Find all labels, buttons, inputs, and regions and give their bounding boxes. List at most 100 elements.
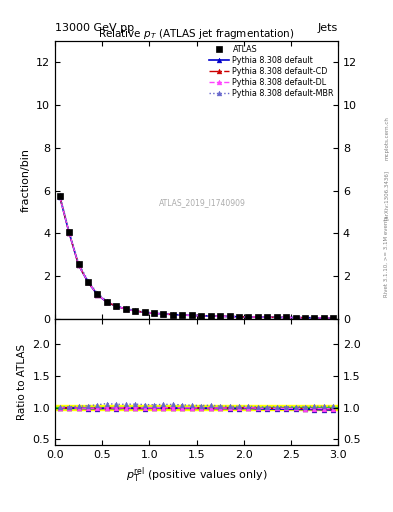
- ATLAS: [171, 311, 175, 317]
- Pythia 8.308 default-MBR: [284, 314, 288, 321]
- Pythia 8.308 default: [76, 262, 81, 268]
- Pythia 8.308 default-DL: [265, 314, 270, 320]
- ATLAS: [76, 262, 81, 268]
- Bar: [55, 405, 338, 410]
- Pythia 8.308 default-DL: [255, 314, 260, 320]
- ATLAS: [265, 314, 270, 320]
- Text: ATLAS_2019_I1740909: ATLAS_2019_I1740909: [159, 198, 246, 207]
- ATLAS: [57, 193, 62, 199]
- Pythia 8.308 default-MBR: [57, 192, 62, 198]
- Pythia 8.308 default-DL: [180, 312, 185, 318]
- Pythia 8.308 default: [123, 306, 128, 312]
- Pythia 8.308 default-CD: [246, 314, 251, 320]
- Pythia 8.308 default-CD: [265, 314, 270, 320]
- Pythia 8.308 default-MBR: [274, 314, 279, 321]
- Line: Pythia 8.308 default: Pythia 8.308 default: [57, 194, 336, 321]
- Pythia 8.308 default-DL: [123, 306, 128, 312]
- Pythia 8.308 default-DL: [86, 279, 90, 285]
- Pythia 8.308 default-DL: [208, 313, 213, 319]
- Text: Jets: Jets: [318, 23, 338, 33]
- Pythia 8.308 default-MBR: [321, 315, 326, 321]
- Text: [arXiv:1306.3436]: [arXiv:1306.3436]: [384, 169, 389, 220]
- ATLAS: [142, 309, 147, 315]
- ATLAS: [86, 279, 90, 285]
- ATLAS: [105, 299, 109, 305]
- Pythia 8.308 default-DL: [142, 309, 147, 315]
- Title: Relative $p_T$ (ATLAS jet fragmentation): Relative $p_T$ (ATLAS jet fragmentation): [98, 27, 295, 41]
- Pythia 8.308 default-CD: [255, 314, 260, 320]
- Pythia 8.308 default-MBR: [86, 278, 90, 284]
- Pythia 8.308 default-CD: [86, 279, 90, 285]
- Pythia 8.308 default: [133, 308, 138, 314]
- ATLAS: [208, 313, 213, 319]
- Pythia 8.308 default-DL: [284, 314, 288, 321]
- Pythia 8.308 default-MBR: [123, 305, 128, 311]
- Pythia 8.308 default-CD: [152, 310, 156, 316]
- Pythia 8.308 default-MBR: [142, 309, 147, 315]
- Pythia 8.308 default-CD: [171, 311, 175, 317]
- Pythia 8.308 default-DL: [67, 230, 72, 236]
- ATLAS: [133, 308, 138, 314]
- Line: ATLAS: ATLAS: [57, 193, 336, 321]
- Pythia 8.308 default-CD: [142, 309, 147, 315]
- Pythia 8.308 default-CD: [237, 314, 241, 320]
- Pythia 8.308 default-DL: [57, 194, 62, 200]
- Pythia 8.308 default-MBR: [171, 311, 175, 317]
- Pythia 8.308 default-CD: [199, 312, 204, 318]
- Pythia 8.308 default: [86, 279, 90, 285]
- Pythia 8.308 default: [293, 314, 298, 321]
- Pythia 8.308 default-DL: [95, 291, 100, 297]
- Pythia 8.308 default-MBR: [133, 307, 138, 313]
- Line: Pythia 8.308 default-MBR: Pythia 8.308 default-MBR: [57, 193, 336, 321]
- Pythia 8.308 default-DL: [76, 262, 81, 268]
- Legend: ATLAS, Pythia 8.308 default, Pythia 8.308 default-CD, Pythia 8.308 default-DL, P: ATLAS, Pythia 8.308 default, Pythia 8.30…: [208, 44, 336, 100]
- Pythia 8.308 default-MBR: [208, 313, 213, 319]
- Pythia 8.308 default-CD: [227, 313, 232, 319]
- Pythia 8.308 default: [246, 314, 251, 320]
- ATLAS: [114, 303, 119, 309]
- ATLAS: [246, 314, 251, 320]
- Pythia 8.308 default: [114, 303, 119, 309]
- Pythia 8.308 default-CD: [218, 313, 222, 319]
- Pythia 8.308 default: [67, 230, 72, 236]
- Pythia 8.308 default-CD: [331, 315, 336, 321]
- Pythia 8.308 default-MBR: [95, 290, 100, 296]
- Pythia 8.308 default-MBR: [76, 260, 81, 266]
- ATLAS: [284, 314, 288, 321]
- Pythia 8.308 default: [312, 315, 317, 321]
- Pythia 8.308 default: [142, 309, 147, 315]
- Pythia 8.308 default-DL: [218, 313, 222, 319]
- Pythia 8.308 default-CD: [284, 314, 288, 321]
- Pythia 8.308 default: [180, 312, 185, 318]
- Pythia 8.308 default: [199, 313, 204, 319]
- Pythia 8.308 default-DL: [246, 314, 251, 320]
- Pythia 8.308 default-MBR: [114, 303, 119, 309]
- Line: Pythia 8.308 default-CD: Pythia 8.308 default-CD: [57, 194, 336, 321]
- Pythia 8.308 default-CD: [76, 262, 81, 268]
- Pythia 8.308 default-CD: [303, 314, 307, 321]
- Pythia 8.308 default-CD: [133, 308, 138, 314]
- ATLAS: [274, 314, 279, 321]
- Y-axis label: fraction/bin: fraction/bin: [20, 148, 31, 212]
- Pythia 8.308 default: [265, 314, 270, 321]
- Pythia 8.308 default-CD: [293, 314, 298, 321]
- Pythia 8.308 default-DL: [237, 314, 241, 320]
- Pythia 8.308 default-MBR: [265, 314, 270, 320]
- Pythia 8.308 default-MBR: [237, 313, 241, 319]
- Pythia 8.308 default: [237, 314, 241, 320]
- Pythia 8.308 default-DL: [303, 314, 307, 321]
- ATLAS: [218, 313, 222, 319]
- Pythia 8.308 default-MBR: [105, 298, 109, 304]
- ATLAS: [227, 313, 232, 319]
- Text: 13000 GeV pp: 13000 GeV pp: [55, 23, 134, 33]
- Pythia 8.308 default-MBR: [246, 314, 251, 320]
- ATLAS: [67, 229, 72, 236]
- Pythia 8.308 default-CD: [123, 306, 128, 312]
- Pythia 8.308 default-DL: [331, 315, 336, 321]
- ATLAS: [180, 312, 185, 318]
- Pythia 8.308 default-DL: [171, 311, 175, 317]
- Pythia 8.308 default: [152, 310, 156, 316]
- Pythia 8.308 default-MBR: [152, 310, 156, 316]
- Pythia 8.308 default: [255, 314, 260, 320]
- Pythia 8.308 default: [189, 312, 194, 318]
